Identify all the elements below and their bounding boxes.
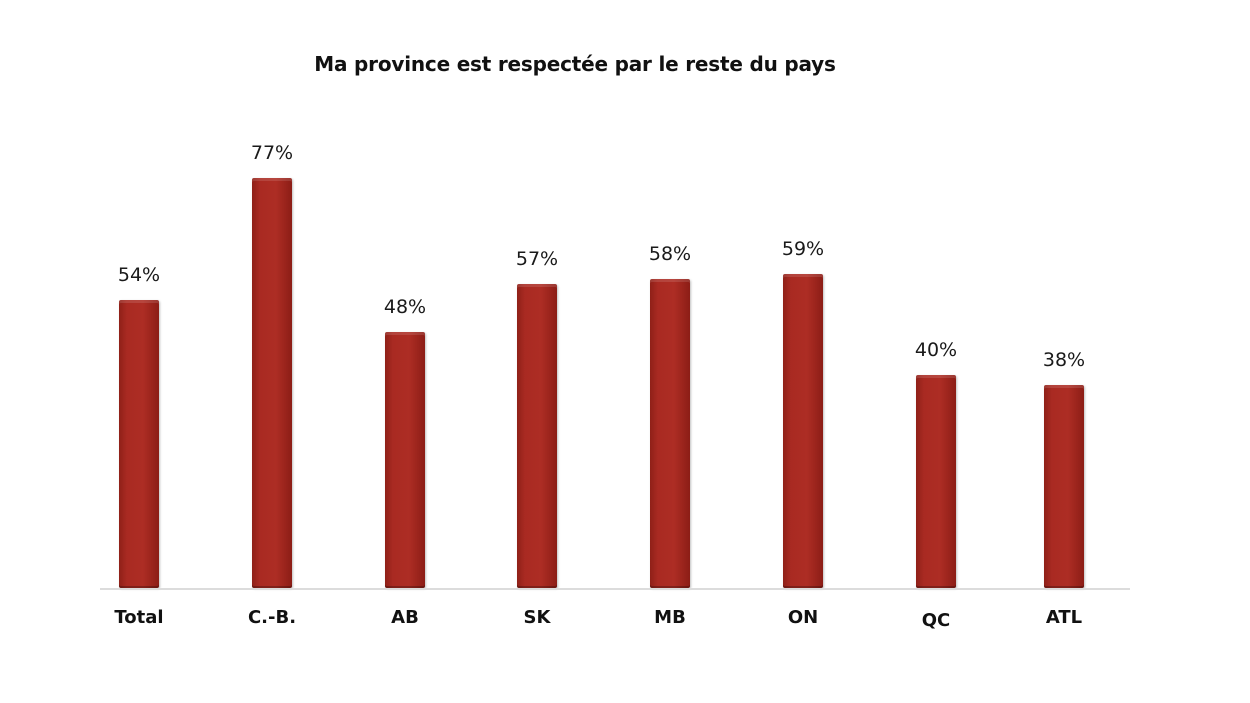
bar-qc [916,375,956,588]
category-label: C.-B. [247,607,297,628]
bar-ab [385,332,425,588]
x-axis-line [100,588,1130,590]
value-label: 38% [1042,349,1086,371]
bar-c-b [252,178,292,588]
value-label: 54% [117,264,161,286]
category-label: MB [654,607,686,628]
bar-sk [517,284,557,588]
value-label: 48% [383,296,427,318]
value-label: 59% [781,238,825,260]
category-label: ATL [1045,607,1083,628]
value-label: 57% [515,248,559,270]
value-label: 58% [648,243,692,265]
category-label: QC [921,610,951,631]
category-label: ON [787,607,819,628]
category-label: AB [391,607,419,628]
category-label: Total [114,607,164,628]
value-label: 77% [250,142,294,164]
bar-total [119,300,159,588]
bar-mb [650,279,690,588]
value-label: 40% [914,339,958,361]
category-label: SK [523,607,551,628]
chart-title: Ma province est respectée par le reste d… [314,52,836,76]
bar-on [783,274,823,588]
bar-atl [1044,385,1084,588]
